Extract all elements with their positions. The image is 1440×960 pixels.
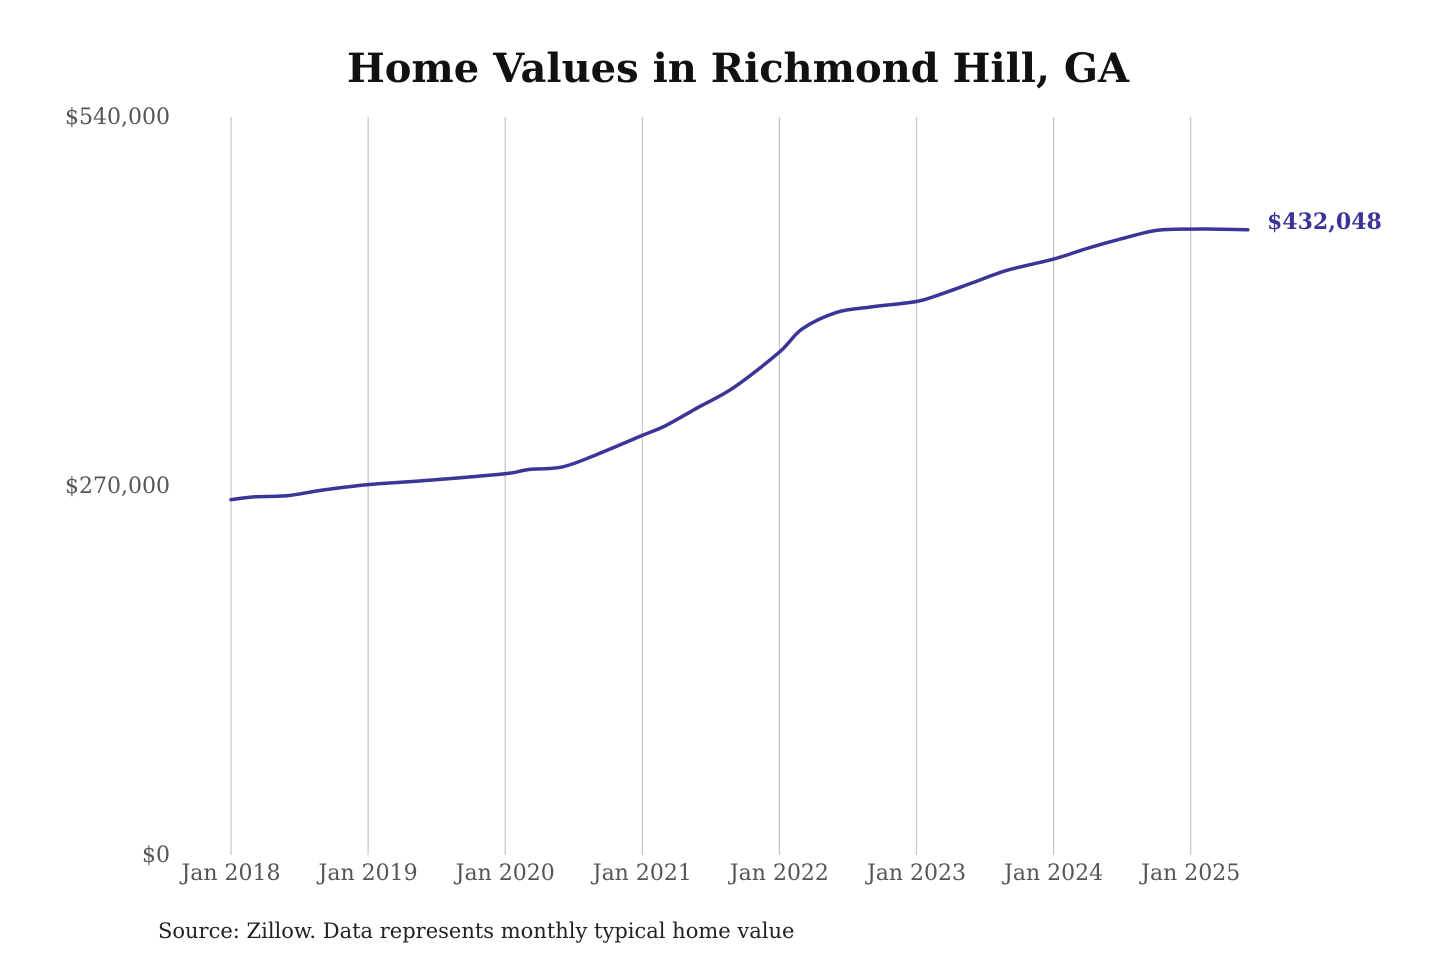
source-note: Source: Zillow. Data represents monthly … <box>158 919 794 943</box>
y-tick-label: $0 <box>142 843 170 868</box>
grid-lines <box>230 117 1192 855</box>
y-tick-label: $270,000 <box>65 474 170 499</box>
end-value-label: $432,048 <box>1267 209 1382 235</box>
chart-title: Home Values in Richmond Hill, GA <box>347 45 1130 92</box>
x-tick-label: Jan 2023 <box>865 861 966 886</box>
y-axis-ticks: $0 $270,000 $540,000 <box>65 105 170 868</box>
home-value-line <box>229 227 1250 502</box>
x-tick-label: Jan 2020 <box>454 861 555 886</box>
x-axis-ticks: Jan 2018 Jan 2019 Jan 2020 Jan 2021 Jan 2022… <box>179 861 1240 886</box>
x-tick-label: Jan 2022 <box>728 861 829 886</box>
x-tick-label: Jan 2019 <box>317 861 418 886</box>
x-tick-label: Jan 2021 <box>591 861 692 886</box>
x-tick-label: Jan 2018 <box>179 861 280 886</box>
x-tick-label: Jan 2024 <box>1002 861 1103 886</box>
y-tick-label: $540,000 <box>65 105 170 130</box>
x-tick-label: Jan 2025 <box>1139 861 1240 886</box>
